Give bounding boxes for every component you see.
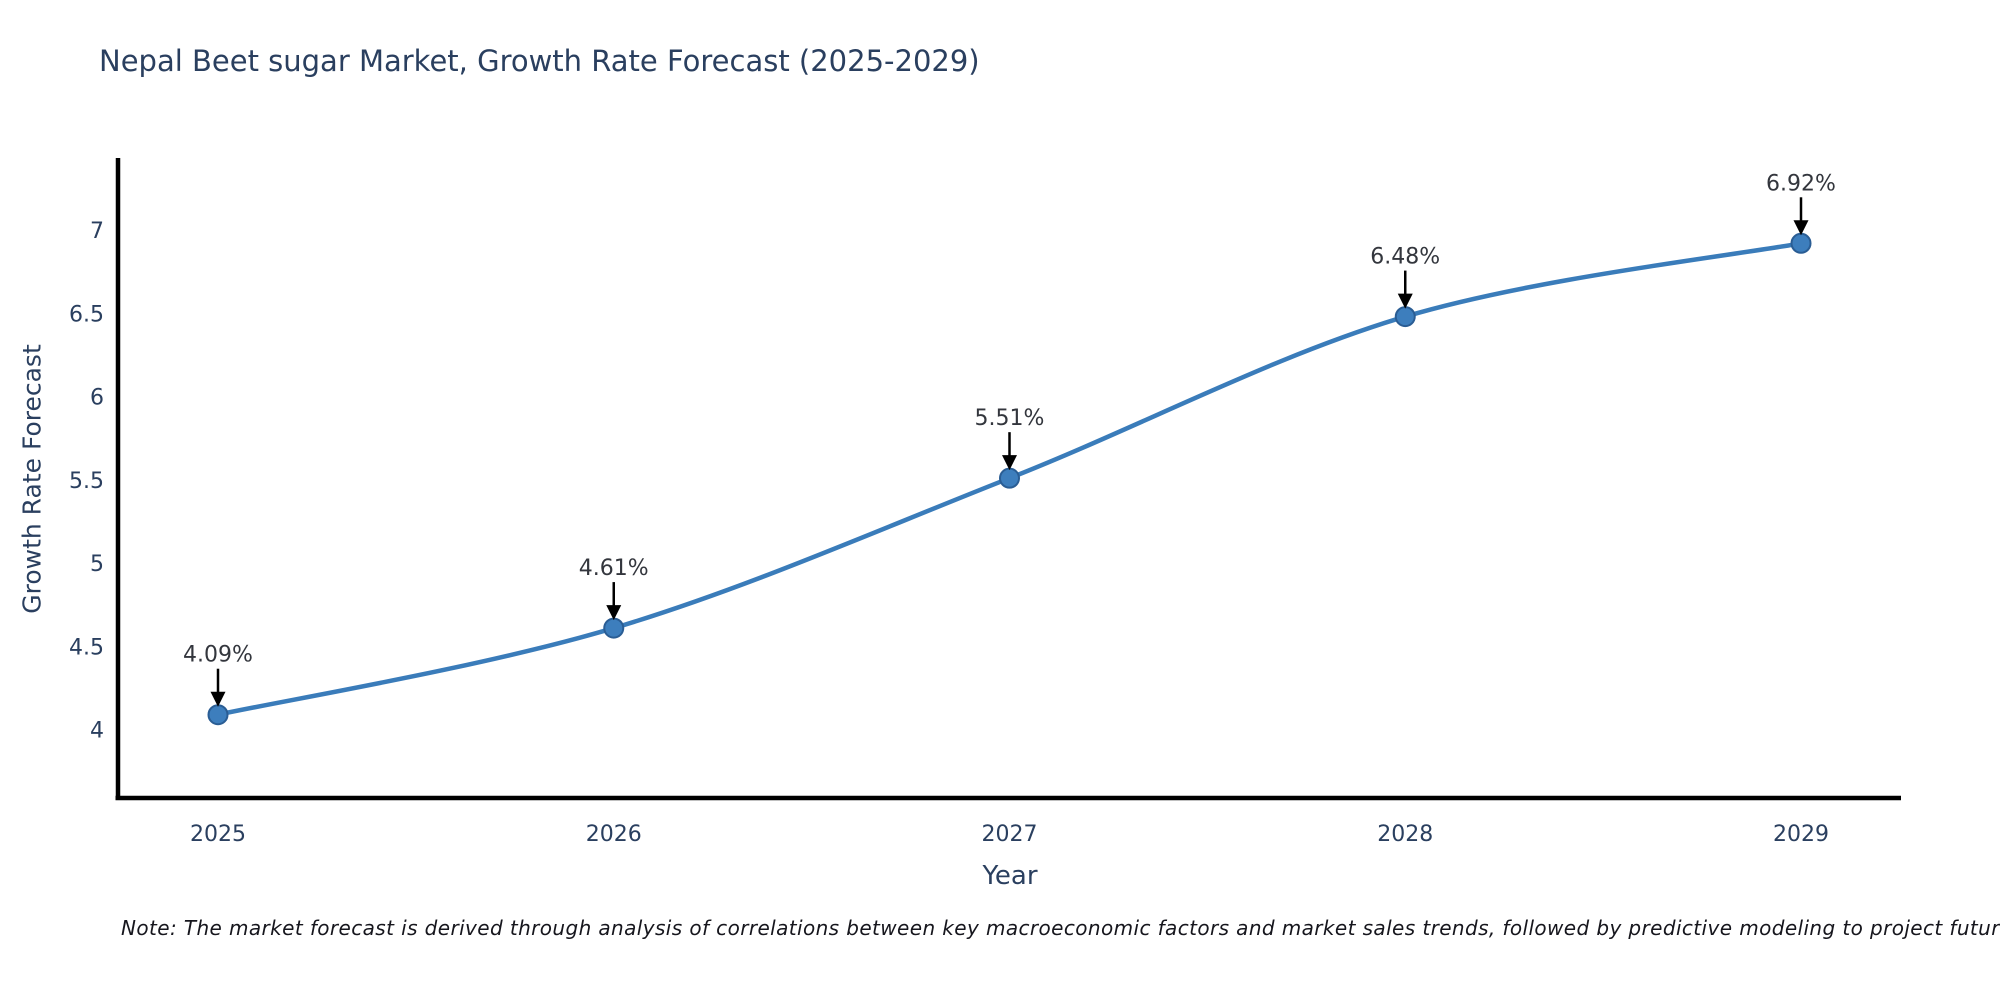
annotation-arrowhead-icon	[210, 691, 226, 707]
y-tick-label: 5.5	[69, 469, 104, 494]
y-tick-label: 4.5	[69, 635, 104, 660]
data-point-label: 4.09%	[183, 643, 253, 668]
x-tick-label: 2026	[586, 822, 642, 847]
y-tick-label: 5	[90, 552, 104, 577]
y-axis-title: Growth Rate Forecast	[17, 344, 47, 614]
data-point-label: 4.61%	[579, 556, 649, 581]
y-tick-label: 7	[90, 219, 104, 244]
data-point-marker[interactable]	[1394, 306, 1416, 328]
data-point-marker[interactable]	[207, 704, 229, 726]
data-point-label: 6.48%	[1370, 245, 1440, 270]
chart-title: Nepal Beet sugar Market, Growth Rate For…	[99, 44, 980, 78]
x-tick-label: 2027	[982, 822, 1038, 847]
x-axis-title: Year	[982, 861, 1038, 891]
annotation-arrowhead-icon	[606, 605, 622, 621]
data-point-marker[interactable]	[999, 467, 1020, 489]
annotation-arrowhead-icon	[1793, 220, 1809, 236]
x-tick-label: 2028	[1377, 822, 1433, 847]
data-point-marker[interactable]	[603, 617, 625, 639]
x-tick-label: 2025	[190, 822, 246, 847]
y-tick-label: 4	[90, 719, 104, 744]
data-point-label: 6.92%	[1766, 171, 1836, 196]
footnote: Note: The market forecast is derived thr…	[121, 916, 2000, 940]
annotation-arrowhead-icon	[1002, 455, 1017, 471]
x-tick-label: 2029	[1773, 822, 1829, 847]
data-point-marker[interactable]	[1790, 232, 1812, 254]
annotation-arrowhead-icon	[1397, 293, 1413, 309]
y-tick-label: 6	[90, 386, 104, 411]
y-tick-label: 6.5	[69, 302, 104, 327]
data-point-label: 5.51%	[975, 406, 1045, 431]
